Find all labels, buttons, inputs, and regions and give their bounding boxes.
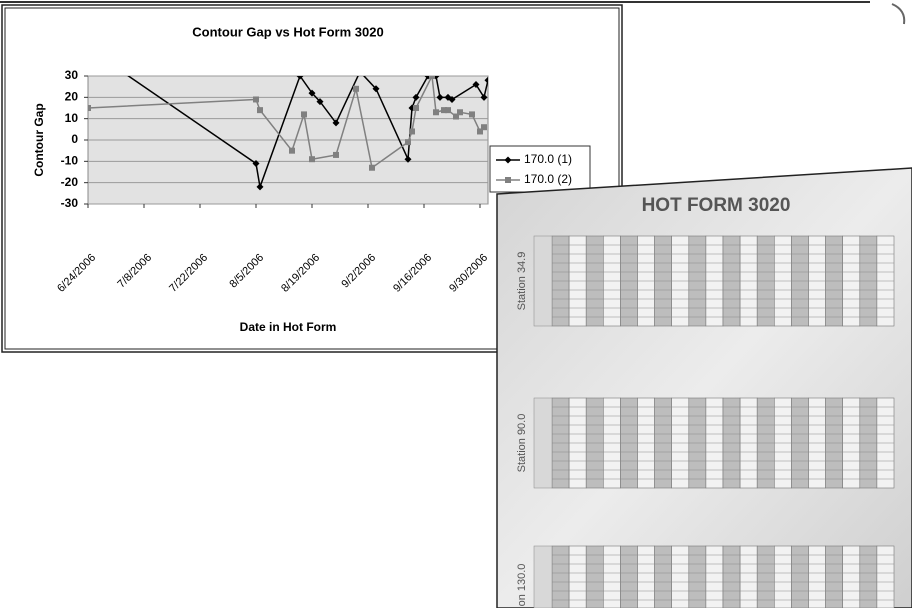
legend: 170.0 (1) 170.0 (2) bbox=[490, 146, 590, 192]
y-axis-label: Contour Gap bbox=[32, 103, 46, 176]
form-column bbox=[740, 546, 757, 608]
y-tick-label: -20 bbox=[61, 175, 79, 189]
point bbox=[445, 107, 451, 113]
form-column bbox=[791, 546, 808, 608]
form-scale bbox=[534, 398, 552, 488]
station-label: on 130.0 bbox=[516, 564, 528, 607]
form-column bbox=[552, 546, 569, 608]
form-column bbox=[877, 546, 894, 608]
y-tick-label: 10 bbox=[65, 111, 79, 125]
form-column bbox=[655, 546, 672, 608]
form-column bbox=[569, 546, 586, 608]
point bbox=[253, 96, 259, 102]
y-tick-label: 0 bbox=[71, 132, 78, 146]
form-column bbox=[638, 546, 655, 608]
form-column bbox=[706, 546, 723, 608]
form-scale bbox=[534, 546, 552, 608]
form-column bbox=[860, 546, 877, 608]
legend-label: 170.0 (2) bbox=[524, 172, 572, 186]
point bbox=[369, 165, 375, 171]
photo-paper bbox=[497, 168, 912, 608]
legend-marker bbox=[505, 177, 511, 183]
corner-curl bbox=[892, 4, 904, 24]
form-column bbox=[774, 546, 791, 608]
form-photo: HOT FORM 3020 Station 34.9 Station 90.0 … bbox=[497, 168, 912, 608]
y-tick-label: 30 bbox=[65, 68, 79, 82]
form-title: HOT FORM 3020 bbox=[642, 195, 791, 216]
form-column bbox=[603, 546, 620, 608]
point bbox=[405, 139, 411, 145]
form-column bbox=[689, 546, 706, 608]
point bbox=[333, 152, 339, 158]
point bbox=[413, 105, 419, 111]
form-column bbox=[723, 546, 740, 608]
y-tick-label: -30 bbox=[61, 196, 79, 210]
form-column bbox=[809, 546, 826, 608]
station-label: Station 34.9 bbox=[516, 252, 528, 311]
station-label: Station 90.0 bbox=[516, 414, 528, 473]
point bbox=[289, 148, 295, 154]
point bbox=[409, 128, 415, 134]
point bbox=[433, 109, 439, 115]
point bbox=[257, 107, 263, 113]
form-column bbox=[586, 546, 603, 608]
form-column bbox=[757, 546, 774, 608]
x-axis-label: Date in Hot Form bbox=[240, 320, 337, 334]
form-column bbox=[620, 546, 637, 608]
form-grids bbox=[534, 236, 894, 608]
page: Contour Gap vs Hot Form 3020 Date in Hot… bbox=[0, 0, 912, 608]
chart-title: Contour Gap vs Hot Form 3020 bbox=[192, 24, 383, 39]
form-column bbox=[672, 546, 689, 608]
form-column bbox=[843, 546, 860, 608]
point bbox=[457, 109, 463, 115]
point bbox=[353, 86, 359, 92]
point bbox=[481, 124, 487, 130]
point bbox=[309, 156, 315, 162]
form-column bbox=[826, 546, 843, 608]
y-tick-label: 20 bbox=[65, 90, 79, 104]
point bbox=[301, 111, 307, 117]
y-tick-label: -10 bbox=[61, 154, 79, 168]
form-scale bbox=[534, 236, 552, 326]
point bbox=[469, 111, 475, 117]
legend-label: 170.0 (1) bbox=[524, 152, 572, 166]
